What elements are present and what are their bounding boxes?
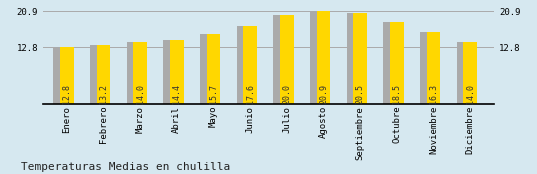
Text: 17.6: 17.6	[245, 84, 255, 104]
Bar	[163, 40, 177, 104]
Bar	[243, 26, 257, 104]
Text: 15.7: 15.7	[209, 84, 218, 104]
Text: 14.0: 14.0	[136, 84, 144, 104]
Text: 20.0: 20.0	[282, 84, 292, 104]
Bar	[316, 11, 330, 104]
Text: 12.8: 12.8	[62, 84, 71, 104]
Bar	[426, 31, 440, 104]
Text: 16.3: 16.3	[429, 84, 438, 104]
Text: 14.4: 14.4	[172, 84, 182, 104]
Bar	[90, 45, 104, 104]
Bar	[420, 31, 434, 104]
Text: 13.2: 13.2	[99, 84, 108, 104]
Bar	[170, 40, 184, 104]
Bar	[456, 42, 470, 104]
Bar	[207, 34, 221, 104]
Bar	[237, 26, 251, 104]
Bar	[273, 15, 287, 104]
Bar	[127, 42, 141, 104]
Bar	[383, 22, 397, 104]
Bar	[97, 45, 111, 104]
Bar	[353, 13, 367, 104]
Bar	[60, 47, 74, 104]
Text: 14.0: 14.0	[466, 84, 475, 104]
Text: Temperaturas Medias en chulilla: Temperaturas Medias en chulilla	[21, 162, 231, 172]
Text: 18.5: 18.5	[393, 84, 401, 104]
Bar	[463, 42, 477, 104]
Bar	[390, 22, 404, 104]
Text: 20.5: 20.5	[355, 84, 365, 104]
Bar	[200, 34, 214, 104]
Bar	[133, 42, 147, 104]
Bar	[310, 11, 324, 104]
Bar	[280, 15, 294, 104]
Text: 20.9: 20.9	[319, 84, 328, 104]
Bar	[346, 13, 360, 104]
Bar	[53, 47, 67, 104]
